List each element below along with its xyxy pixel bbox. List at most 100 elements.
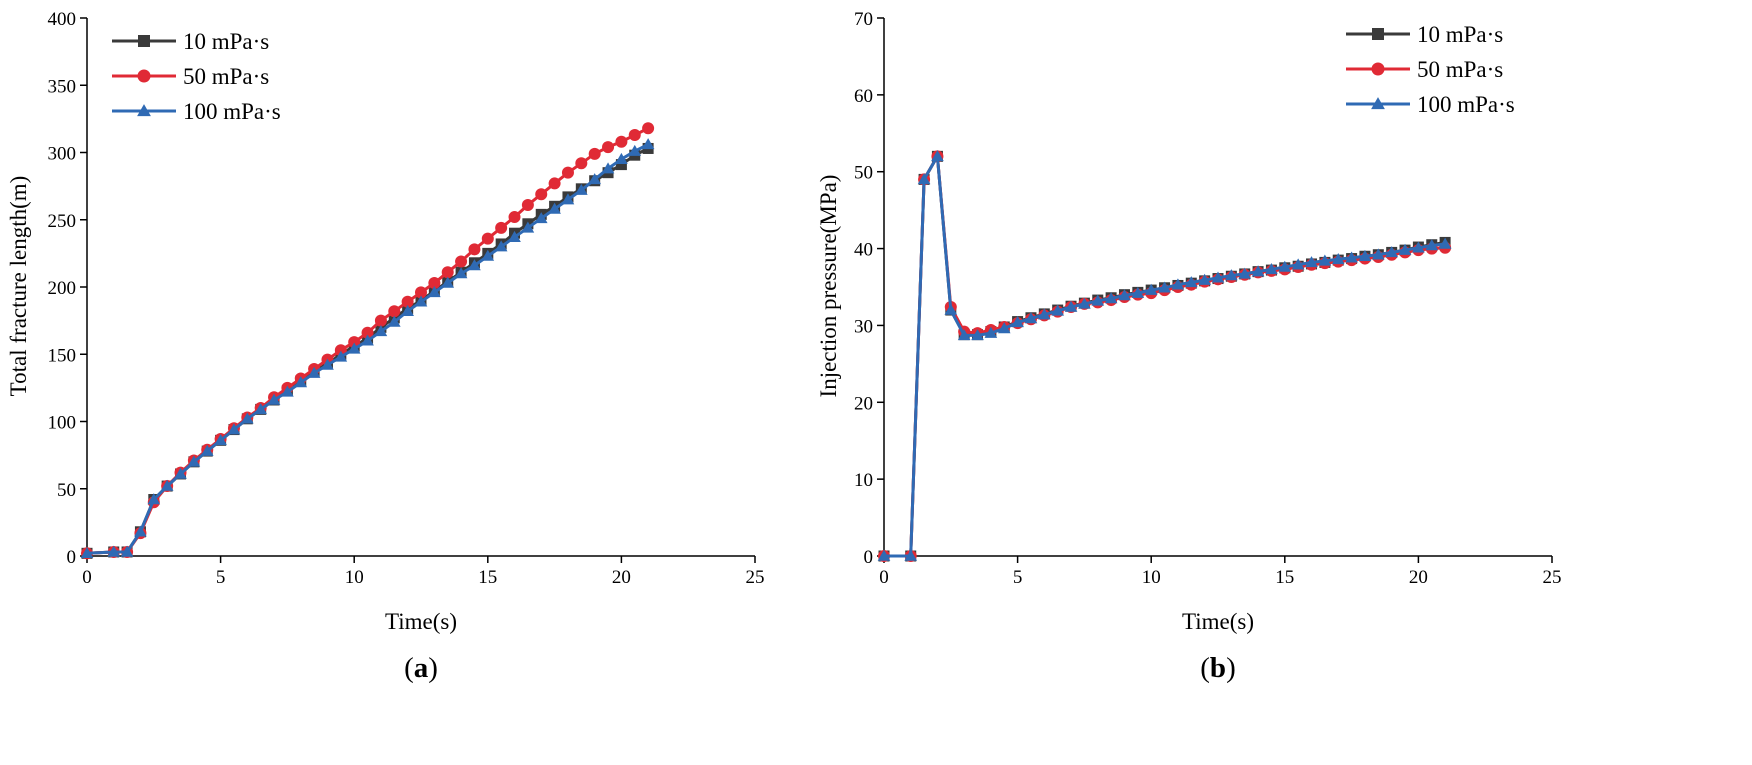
data-point [535,188,548,201]
data-point [1438,237,1452,249]
series-circle-b [878,150,1452,562]
panel-label-a: (a) [404,652,438,684]
legend-marker [137,104,151,117]
y-axis-label-b: Injection pressure(MPa) [816,175,841,398]
data-point [160,479,174,491]
data-point [588,173,602,185]
data-point [334,344,347,357]
data-point [1305,256,1318,268]
data-point [120,545,134,557]
data-point [1251,265,1265,277]
data-point [147,493,161,505]
legend-label: 10 mPa·s [183,29,269,54]
y-tick-label: 200 [48,278,77,299]
data-point [1278,260,1292,272]
y-tick-label: 300 [48,144,77,165]
data-point [468,259,481,271]
data-point [294,376,308,388]
data-point [1051,304,1065,316]
data-point [348,336,361,349]
data-point [468,243,481,256]
data-point [521,221,535,233]
legend-label: 100 mPa·s [1417,92,1515,117]
x-axis-label-a: Time(s) [385,609,457,634]
data-point [957,329,971,341]
data-point [1412,241,1425,253]
legend-marker [137,69,151,83]
data-point [187,455,201,467]
data-point [1371,248,1385,260]
data-point [455,255,468,268]
data-point [1078,297,1091,309]
data-point [200,444,214,456]
data-point [414,295,428,307]
data-point [971,329,984,341]
y-tick-label: 350 [48,76,77,97]
legend-label: 50 mPa·s [1417,57,1503,82]
data-point [441,276,455,288]
data-point [1331,253,1345,265]
y-axis-label-a: Total fracture length(m) [6,176,31,397]
data-point [481,249,495,261]
data-point [307,366,321,378]
series-line [86,147,649,555]
data-point [588,147,601,160]
data-point [1198,273,1211,285]
data-point [877,549,891,561]
data-point [615,159,627,171]
data-point [1291,258,1305,270]
legend-a: 10 mPa·s 50 mPa·s 100 mPa·s [112,29,281,124]
data-point [997,322,1011,334]
data-point [508,211,521,224]
data-point [1171,278,1185,290]
x-tick-label: 25 [1543,567,1562,588]
panel-label-b: (b) [1200,652,1235,684]
y-tick-label: 20 [854,393,873,414]
data-point [548,202,561,214]
data-point [641,138,655,150]
data-point [401,295,414,308]
data-point [428,286,441,298]
y-tick-label: 100 [48,413,77,434]
y-tick-label: 50 [57,480,76,501]
data-point [267,393,281,405]
data-point [521,198,534,211]
data-point [561,193,575,205]
x-tick-label: 10 [345,567,364,588]
data-point [80,546,94,559]
plot-area-b: 0 5 10 15 20 25 0 10 20 30 40 50 60 70 [854,9,1562,588]
x-tick-label: 5 [1013,567,1023,588]
data-point [374,325,388,337]
data-point [1011,316,1024,328]
legend-marker [1372,28,1384,40]
y-tick-label: 40 [854,240,873,261]
y-tick-label: 60 [854,86,873,107]
data-point [984,326,998,338]
panel-letter-a: a [414,652,429,684]
data-point [281,385,294,397]
x-tick-label: 25 [746,567,765,588]
data-point [1104,292,1118,304]
data-point [334,350,348,362]
series-square-b [878,150,1451,562]
legend-item: 50 mPa·s [1346,57,1503,82]
data-point [374,314,387,327]
data-point [494,240,508,252]
y-tick-label: 0 [67,547,77,568]
legend-item: 100 mPa·s [1346,92,1515,117]
data-point [254,403,268,415]
data-point [1238,267,1252,279]
data-point [1358,249,1372,262]
y-tick-label: 0 [864,547,874,568]
data-point [1385,246,1399,258]
data-point [1225,269,1238,281]
data-point [388,305,401,318]
data-point [944,303,958,315]
legend-item: 10 mPa·s [1346,22,1503,47]
data-point [548,177,561,190]
legend-marker [138,35,150,47]
data-point [575,157,588,170]
series-triangle-a [80,138,655,559]
